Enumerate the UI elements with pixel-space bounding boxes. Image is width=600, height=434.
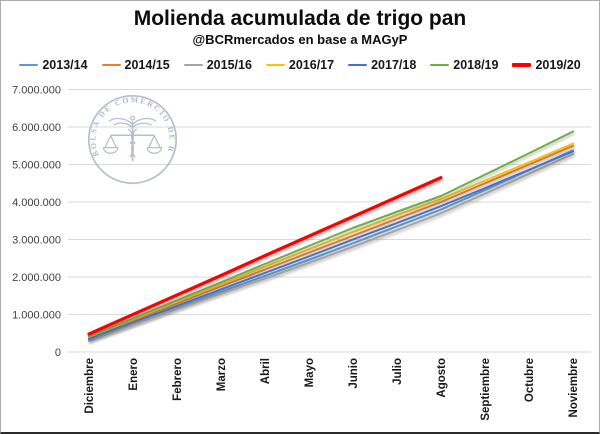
svg-text:BOLSA DE COMERCIO DE ROSARIO: BOLSA DE COMERCIO DE ROSARIO (85, 92, 177, 158)
x-axis-tick-label: Septiembre (480, 358, 492, 421)
y-axis-tick-label: 1.000.000 (12, 310, 61, 322)
legend-item-2015-16: 2015/16 (183, 58, 252, 72)
y-axis-tick-label: 0 (55, 347, 61, 359)
y-axis-tick-label: 4.000.000 (12, 197, 61, 209)
legend-line-swatch (265, 63, 285, 67)
x-axis-tick-label: Julio (392, 358, 404, 385)
legend-item-2019-20: 2019/20 (512, 58, 581, 72)
legend-line-swatch (348, 63, 368, 67)
watermark-seal-circle (87, 94, 178, 185)
legend-label: 2018/19 (453, 58, 499, 72)
legend-item-2014-15: 2014/15 (101, 58, 170, 72)
series-line-2019-20 (87, 176, 443, 336)
legend-label: 2016/17 (288, 58, 335, 72)
caduceus-scales-icon (102, 115, 163, 162)
legend-line-swatch (101, 63, 121, 67)
legend-item-2018-19: 2018/19 (430, 58, 498, 72)
x-axis-tick-label: Febrero (172, 358, 184, 401)
legend-label: 2013/14 (42, 58, 88, 72)
series-line-2018-19 (88, 130, 574, 338)
y-axis-tick-label: 5.000.000 (12, 160, 61, 172)
chart-subtitle: @BCRmercados en base a MAGyP (192, 32, 408, 47)
legend-line-swatch (183, 63, 203, 67)
bcr-logo-watermark: BOLSA DE COMERCIO DE ROSARIO (85, 92, 178, 185)
legend-label: 2015/16 (206, 58, 252, 72)
legend-item-2013-14: 2013/14 (19, 58, 88, 72)
y-axis-tick-label: 7.000.000 (12, 85, 61, 97)
chart-title: Molienda acumulada de trigo pan (133, 7, 467, 30)
series-line-2017-18 (88, 150, 574, 340)
series-line-2014-15 (88, 144, 574, 339)
x-axis-tick-label: Marzo (216, 358, 228, 391)
legend-line-swatch (19, 63, 39, 67)
legend-item-2017-18: 2017/18 (348, 58, 416, 72)
series-line-2015-16 (88, 153, 574, 341)
x-axis-tick-label: Diciembre (84, 358, 96, 414)
y-axis-tick-label: 3.000.000 (12, 235, 61, 247)
legend-line-swatch (512, 63, 532, 67)
x-axis-tick-label: Agosto (436, 358, 448, 398)
legend: 2013/14 2014/15 2015/16 2016/17 2017/18 2018/… (1, 58, 599, 72)
x-axis-tick-label: Enero (128, 358, 140, 391)
x-axis-tick-label: Noviembre (568, 358, 580, 417)
legend-label: 2014/15 (124, 58, 170, 72)
y-axis-tick-label: 6.000.000 (12, 122, 61, 134)
series-line-2016-17 (88, 142, 574, 338)
legend-item-2016-17: 2016/17 (265, 58, 335, 72)
legend-label: 2019/20 (535, 58, 581, 72)
x-axis-tick-label: Octubre (524, 358, 536, 402)
legend-line-swatch (430, 63, 450, 67)
x-axis-tick-label: Abril (260, 358, 272, 384)
x-axis-tick-label: Junio (348, 358, 360, 389)
x-axis-tick-label: Mayo (304, 358, 316, 387)
watermark-text: BOLSA DE COMERCIO DE ROSARIO (85, 92, 176, 158)
legend-label: 2017/18 (371, 58, 417, 72)
y-axis-tick-label: 2.000.000 (12, 272, 61, 284)
